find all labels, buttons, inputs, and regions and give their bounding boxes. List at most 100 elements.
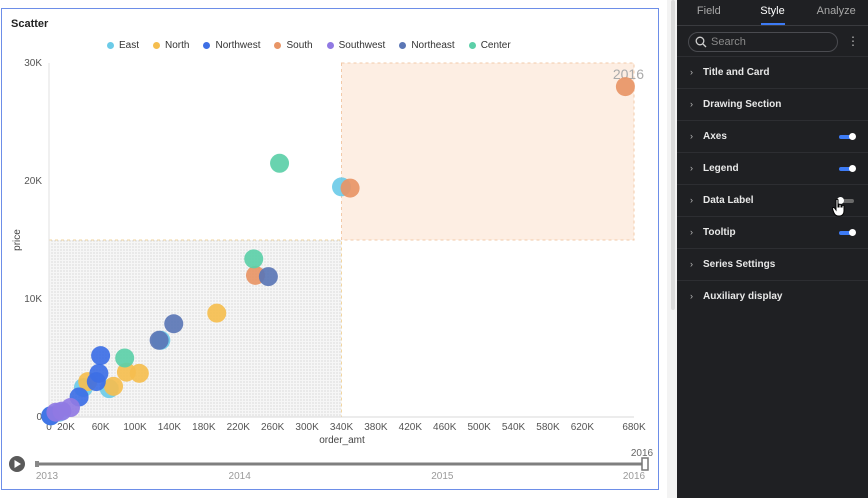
timeline-start-handle[interactable] xyxy=(35,461,39,467)
toggle-axes[interactable] xyxy=(839,132,856,140)
y-axis-title: price xyxy=(12,229,23,251)
toggle-tooltip[interactable] xyxy=(839,228,856,236)
legend-label: Northeast xyxy=(411,40,455,51)
legend-swatch xyxy=(326,42,334,49)
scatter-point-northwest[interactable] xyxy=(89,363,109,383)
x-tick-label: 300K xyxy=(295,422,319,433)
x-tick-label: 260K xyxy=(261,422,285,433)
timeline-year-label[interactable]: 2015 xyxy=(431,471,454,482)
x-tick-label: 540K xyxy=(502,422,526,433)
style-panel: Field Style Analyze ⋮ › Title and Card › Draw… xyxy=(677,0,868,498)
scatter-point-northeast[interactable] xyxy=(149,330,169,350)
legend-label: South xyxy=(286,40,313,51)
legend-swatch xyxy=(203,42,211,49)
chevron-right-icon: › xyxy=(690,67,693,77)
section-label: Drawing Section xyxy=(703,99,782,110)
x-tick-label: 140K xyxy=(158,422,182,433)
section-label: Axes xyxy=(703,131,727,142)
legend-label: Center xyxy=(480,40,511,51)
legend-label: Northwest xyxy=(215,40,261,51)
chevron-right-icon: › xyxy=(690,259,693,269)
x-tick-label: 620K xyxy=(571,422,595,433)
legend-swatch xyxy=(274,42,282,49)
timeline-current-label: 2016 xyxy=(631,448,654,459)
quadrant-high xyxy=(341,62,635,241)
section-title-and-card[interactable]: › Title and Card xyxy=(677,56,868,88)
y-tick-label: 20K xyxy=(24,176,42,187)
section-label: Auxiliary display xyxy=(703,291,783,302)
chart-title: Scatter xyxy=(11,18,49,30)
x-tick-label: 380K xyxy=(364,422,388,433)
scatter-point-center[interactable] xyxy=(244,249,264,269)
toggle-knob xyxy=(849,164,856,172)
toggle-legend[interactable] xyxy=(839,164,856,172)
scatter-point-southwest[interactable] xyxy=(61,398,81,418)
x-tick-label: 100K xyxy=(123,422,147,433)
section-data-label[interactable]: › Data Label xyxy=(677,184,868,216)
scatter-point-north[interactable] xyxy=(104,376,124,396)
timeline-year-label[interactable]: 2013 xyxy=(36,471,59,482)
search-input[interactable] xyxy=(711,36,831,48)
x-tick-label: 420K xyxy=(399,422,423,433)
legend-item-southwest[interactable]: Southwest xyxy=(326,40,385,51)
chevron-right-icon: › xyxy=(690,291,693,301)
scatter-plot[interactable]: 0 10K 20K 30K 0 20K 60K 100K 140K 180K 220K 260K 300… xyxy=(0,0,660,498)
legend-label: North xyxy=(165,40,190,51)
chevron-right-icon: › xyxy=(690,131,693,141)
x-tick-label: 20K xyxy=(57,422,75,433)
section-series-settings[interactable]: › Series Settings xyxy=(677,248,868,280)
legend-swatch xyxy=(468,42,476,49)
section-label: Series Settings xyxy=(703,259,776,270)
scatter-point-north[interactable] xyxy=(129,363,149,383)
x-tick-label: 0 xyxy=(46,422,52,433)
x-tick-label: 500K xyxy=(467,422,491,433)
scatter-point-center[interactable] xyxy=(270,153,290,173)
active-tab-indicator xyxy=(761,23,785,25)
scatter-point-northwest[interactable] xyxy=(91,346,111,366)
scatter-point-north[interactable] xyxy=(207,303,227,323)
scatter-point-northeast[interactable] xyxy=(164,314,184,334)
toggle-knob xyxy=(849,228,856,236)
legend-swatch xyxy=(153,42,161,49)
toggle-knob xyxy=(837,196,844,204)
y-tick-label: 0 xyxy=(36,412,42,423)
section-axes[interactable]: › Axes xyxy=(677,120,868,152)
tab-style[interactable]: Style xyxy=(760,5,785,17)
x-tick-label: 680K xyxy=(622,422,646,433)
legend-item-northeast[interactable]: Northeast xyxy=(399,40,455,51)
hand-cursor-icon xyxy=(832,199,845,217)
play-button[interactable] xyxy=(9,456,25,472)
scatter-point-south[interactable] xyxy=(615,77,635,97)
tab-field[interactable]: Field xyxy=(696,5,721,17)
scatter-point-south[interactable] xyxy=(340,178,360,198)
scrollbar-thumb[interactable] xyxy=(671,0,675,310)
scrollbar[interactable] xyxy=(667,0,677,498)
section-label: Title and Card xyxy=(703,67,770,78)
more-options-icon[interactable]: ⋮ xyxy=(847,34,859,48)
y-tick-label: 30K xyxy=(24,58,42,69)
toggle-knob xyxy=(849,132,856,140)
legend-item-east[interactable]: East xyxy=(107,40,139,51)
timeline-handle[interactable] xyxy=(641,457,649,471)
legend-item-north[interactable]: North xyxy=(153,40,189,51)
section-tooltip[interactable]: › Tooltip xyxy=(677,216,868,248)
scatter-point-northeast[interactable] xyxy=(258,267,278,287)
section-auxiliary-display[interactable]: › Auxiliary display xyxy=(677,280,868,312)
search-box[interactable] xyxy=(688,32,838,52)
section-legend[interactable]: › Legend xyxy=(677,152,868,184)
x-axis-title: order_amt xyxy=(319,435,365,446)
tab-analyze[interactable]: Analyze xyxy=(816,5,856,17)
section-drawing-section[interactable]: › Drawing Section xyxy=(677,88,868,120)
timeline-year-label[interactable]: 2014 xyxy=(229,471,252,482)
legend-item-center[interactable]: Center xyxy=(468,40,511,51)
legend-item-south[interactable]: South xyxy=(274,40,313,51)
chevron-right-icon: › xyxy=(690,99,693,109)
section-label: Legend xyxy=(703,163,739,174)
chevron-right-icon: › xyxy=(690,163,693,173)
timeline-year-label[interactable]: 2016 xyxy=(623,471,646,482)
legend-item-northwest[interactable]: Northwest xyxy=(203,40,260,51)
x-tick-label: 460K xyxy=(433,422,457,433)
toggle-data-label[interactable] xyxy=(837,196,854,204)
scatter-point-center[interactable] xyxy=(115,348,135,368)
